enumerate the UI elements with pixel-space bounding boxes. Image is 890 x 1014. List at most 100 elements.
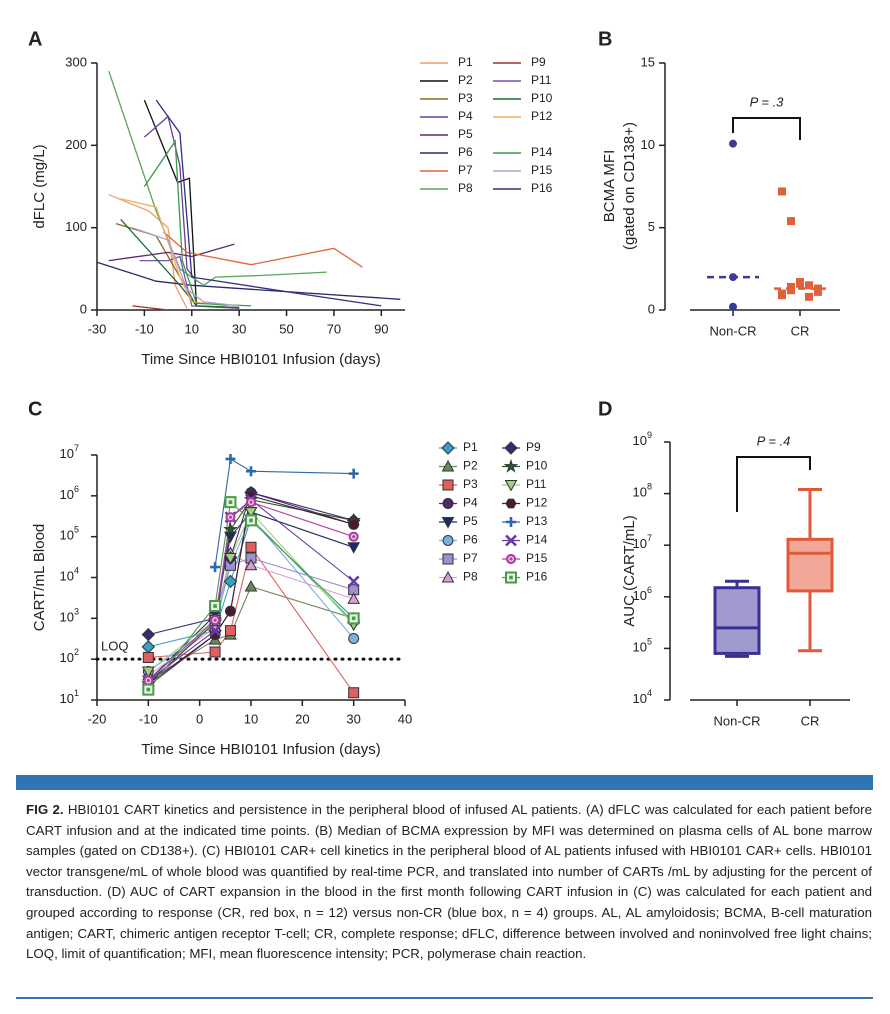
series-line — [143, 115, 198, 282]
y-tick-base: 10 — [60, 610, 74, 625]
marker-dot — [146, 678, 150, 683]
series-line — [108, 194, 188, 309]
marker — [441, 570, 455, 583]
marker — [441, 517, 455, 529]
x-tick-label: CR — [791, 323, 810, 338]
y-tick-base: 10 — [60, 446, 74, 461]
y-tick-label: 106 — [633, 585, 652, 603]
x-axis-label: Time Since HBI0101 Infusion (days) — [141, 741, 381, 758]
legend-label: P15 — [526, 551, 548, 565]
x-tick-label: -30 — [88, 321, 107, 336]
marker — [778, 187, 786, 196]
legend-label: P16 — [531, 181, 553, 195]
legend-label: P4 — [463, 496, 478, 510]
x-tick-label: Non-CR — [710, 323, 757, 338]
marker — [246, 466, 256, 477]
marker — [244, 507, 258, 519]
legend-label: P5 — [458, 127, 473, 141]
x-tick-label: 50 — [279, 321, 293, 336]
marker — [441, 441, 455, 455]
y-tick-label: 101 — [60, 688, 79, 706]
marker-dot — [509, 557, 513, 561]
box — [713, 586, 761, 655]
marker — [141, 640, 156, 654]
marker — [142, 651, 154, 663]
marker — [778, 291, 786, 300]
y-axis-label: (gated on CD138+) — [621, 122, 638, 250]
y-tick-label: 106 — [60, 484, 79, 502]
marker-dot — [509, 575, 513, 580]
marker — [442, 553, 454, 565]
annotation: P = .4 — [757, 433, 791, 448]
marker — [505, 534, 517, 547]
legend-label: P12 — [531, 109, 553, 123]
legend-label: P8 — [463, 570, 478, 584]
panel-label: D — [598, 398, 612, 420]
y-tick-base: 10 — [60, 691, 74, 706]
marker — [805, 292, 813, 301]
marker — [441, 459, 455, 472]
marker — [244, 580, 258, 592]
marker-dot — [249, 518, 253, 523]
y-tick-exponent: 5 — [74, 525, 79, 535]
legend-label: P12 — [526, 496, 548, 510]
legend-label: P14 — [531, 145, 553, 159]
y-tick-label: 100 — [65, 219, 87, 234]
marker — [442, 535, 454, 546]
series-line — [96, 261, 401, 300]
panel-label: C — [28, 398, 42, 420]
y-tick-exponent: 7 — [74, 443, 79, 453]
x-tick-label: -20 — [88, 711, 107, 726]
y-axis-label: CART/mL Blood — [31, 524, 48, 632]
legend-label: P9 — [526, 440, 541, 454]
series-line — [155, 99, 382, 307]
marker — [504, 441, 518, 455]
y-tick-base: 10 — [633, 691, 647, 706]
y-axis-label: dFLC (mg/L) — [31, 144, 48, 228]
marker — [506, 517, 516, 527]
legend-label: P7 — [463, 551, 478, 565]
caption-bar — [16, 775, 873, 790]
y-axis-label: AUC (CART/mL) — [621, 515, 638, 626]
marker-dot — [146, 687, 151, 692]
y-tick-exponent: 7 — [647, 534, 652, 544]
marker — [245, 552, 257, 564]
marker — [348, 687, 360, 699]
y-tick-base: 10 — [633, 640, 647, 655]
x-tick-label: 10 — [244, 711, 258, 726]
y-tick-label: 107 — [633, 534, 652, 552]
legend-label: P8 — [458, 181, 473, 195]
marker — [141, 627, 156, 642]
marker — [224, 553, 237, 565]
y-tick-exponent: 6 — [647, 585, 652, 595]
marker — [245, 541, 257, 553]
y-tick-label: 104 — [60, 566, 79, 584]
marker — [223, 521, 238, 536]
y-tick-base: 10 — [60, 651, 74, 666]
y-tick-exponent: 9 — [647, 430, 652, 440]
legend-label: P1 — [463, 440, 478, 454]
series-line — [108, 243, 235, 262]
y-tick-base: 10 — [633, 537, 647, 552]
y-tick-base: 10 — [633, 433, 647, 448]
marker — [347, 575, 360, 588]
bracket — [736, 456, 811, 512]
marker — [503, 458, 519, 473]
marker — [805, 281, 813, 290]
legend-label: P4 — [458, 109, 473, 123]
y-tick-label: 0 — [648, 301, 655, 316]
x-tick-label: Non-CR — [714, 713, 761, 728]
y-tick-exponent: 2 — [74, 648, 79, 658]
y-tick-label: 105 — [633, 637, 652, 655]
annotation: P = .3 — [750, 94, 785, 109]
legend-label: P13 — [526, 514, 548, 528]
y-tick-base: 10 — [60, 528, 74, 543]
x-tick-label: CR — [801, 713, 820, 728]
y-tick-exponent: 4 — [647, 688, 652, 698]
marker — [348, 468, 359, 479]
marker — [729, 273, 737, 282]
y-tick-label: 103 — [60, 607, 79, 625]
legend-label: P6 — [463, 533, 478, 547]
y-tick-label: 108 — [633, 482, 652, 500]
marker — [209, 646, 221, 658]
